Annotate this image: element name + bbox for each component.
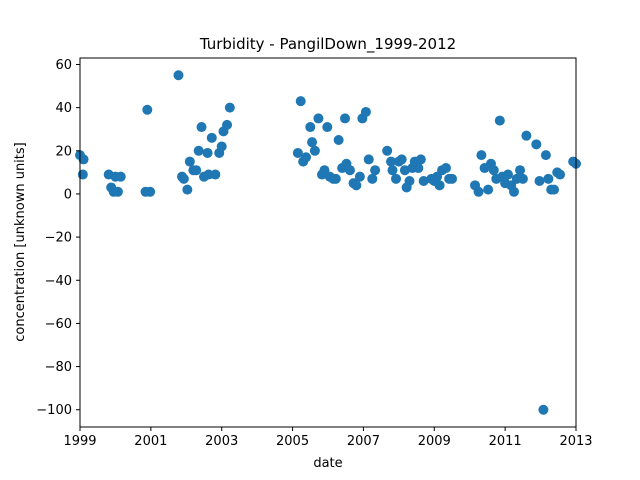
data-point-61 [391, 173, 402, 184]
data-point-38 [313, 113, 324, 124]
data-point-93 [509, 186, 519, 197]
data-points [75, 70, 581, 415]
data-point-58 [382, 145, 393, 156]
y-tick-label-6: 20 [55, 144, 72, 159]
data-point-81 [473, 186, 484, 197]
y-tick-label-0: −100 [36, 403, 72, 418]
data-point-56 [367, 173, 378, 184]
data-point-45 [333, 135, 344, 145]
data-point-75 [434, 180, 445, 191]
y-tick-label-2: −60 [45, 317, 72, 332]
data-point-34 [301, 152, 312, 163]
y-axis-ticks: −100 −80 −60 −40 −20 0 20 40 60 [36, 58, 80, 418]
data-point-31 [292, 147, 303, 158]
data-point-14 [178, 173, 189, 184]
data-point-100 [538, 404, 549, 415]
plot-frame [79, 57, 577, 428]
data-point-63 [396, 154, 407, 165]
data-point-59 [386, 156, 397, 167]
data-point-98 [531, 139, 542, 150]
y-tick-label-4: −20 [45, 231, 72, 246]
y-tick-label-1: −80 [45, 360, 72, 375]
data-point-101 [540, 150, 551, 161]
data-point-52 [354, 171, 365, 182]
y-axis-label: concentration [unknown units] [13, 142, 28, 341]
data-point-66 [404, 176, 415, 186]
data-point-104 [549, 184, 560, 195]
data-point-19 [193, 145, 204, 156]
data-point-12 [173, 70, 184, 81]
x-tick-label-5: 2009 [418, 434, 451, 449]
x-tick-label-4: 2007 [347, 434, 380, 449]
data-point-10 [142, 104, 153, 115]
data-point-88 [494, 115, 505, 126]
data-point-2 [78, 154, 89, 165]
y-tick-label-7: 40 [55, 101, 72, 116]
data-point-41 [322, 122, 333, 133]
data-point-18 [191, 165, 202, 176]
data-point-25 [210, 169, 221, 180]
x-tick-label-3: 2005 [276, 434, 309, 449]
data-point-44 [330, 173, 341, 184]
x-axis-label: date [313, 456, 342, 471]
data-point-91 [502, 169, 513, 180]
data-point-37 [309, 145, 320, 156]
y-tick-label-8: 60 [55, 58, 72, 73]
data-point-22 [202, 147, 213, 158]
data-point-11 [145, 186, 156, 197]
data-point-97 [521, 130, 532, 141]
data-point-8 [115, 171, 126, 182]
x-tick-label-2: 2003 [205, 434, 238, 449]
x-tick-label-1: 2001 [134, 434, 167, 449]
data-point-99 [534, 176, 545, 186]
data-point-96 [517, 173, 528, 184]
data-point-82 [476, 150, 487, 161]
data-point-15 [182, 184, 193, 195]
data-point-84 [483, 184, 494, 195]
data-point-54 [360, 106, 371, 117]
data-point-27 [216, 141, 227, 152]
data-point-95 [515, 165, 526, 176]
data-point-24 [206, 132, 217, 143]
y-tick-label-5: 0 [64, 187, 72, 202]
data-point-47 [340, 113, 351, 124]
chart-title: Turbidity - PangilDown_1999-2012 [199, 35, 456, 54]
y-tick-label-3: −40 [45, 274, 72, 289]
data-point-7 [112, 186, 123, 197]
data-point-102 [543, 173, 554, 184]
data-point-32 [295, 96, 306, 107]
data-point-30 [224, 102, 235, 113]
data-point-1 [77, 169, 88, 180]
data-point-69 [413, 163, 424, 174]
data-point-16 [184, 156, 195, 167]
data-point-36 [307, 137, 318, 148]
data-point-49 [344, 165, 355, 176]
data-point-79 [447, 173, 457, 184]
data-point-60 [387, 165, 398, 176]
data-point-35 [305, 122, 316, 133]
data-point-71 [418, 176, 429, 186]
data-point-29 [222, 119, 233, 130]
data-point-77 [440, 163, 451, 174]
data-point-106 [555, 169, 566, 180]
data-point-70 [415, 154, 426, 165]
x-axis-ticks: 1999 2001 2003 2005 2007 2009 2011 2013 [63, 427, 593, 449]
x-tick-label-7: 2013 [559, 434, 592, 449]
data-point-20 [196, 122, 207, 133]
data-point-55 [363, 154, 374, 165]
data-point-57 [370, 165, 381, 176]
x-tick-label-6: 2011 [489, 434, 522, 449]
data-point-86 [488, 165, 499, 176]
x-tick-label-0: 1999 [63, 434, 96, 449]
data-point-51 [351, 180, 362, 191]
